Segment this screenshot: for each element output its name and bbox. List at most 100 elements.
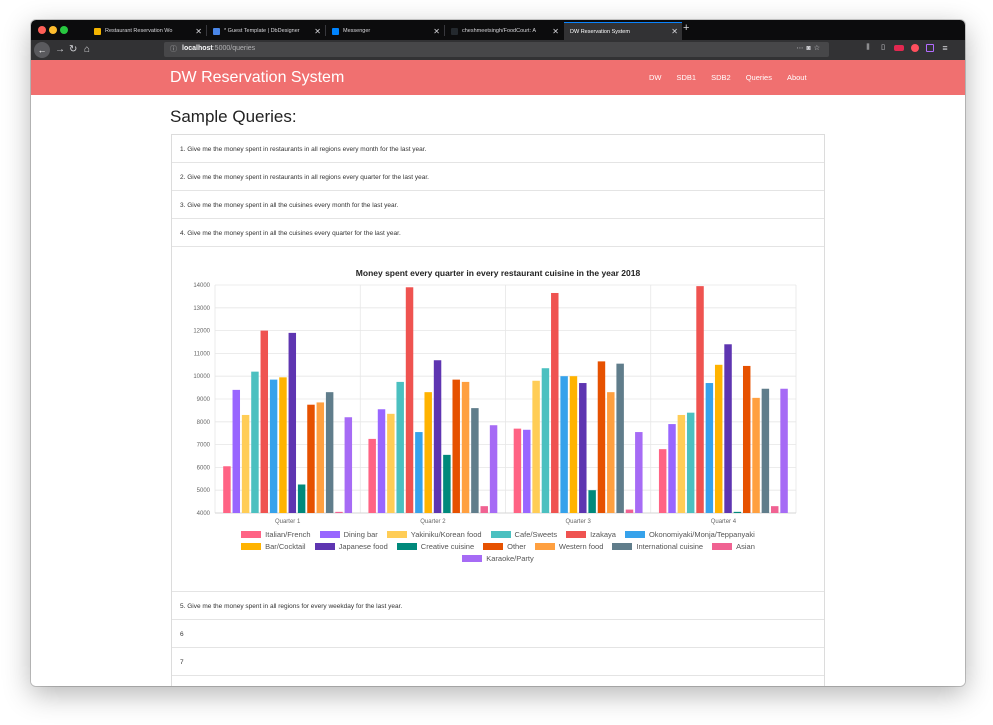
y-tick-label: 8000 [197, 420, 211, 426]
chart-bar [307, 404, 315, 513]
close-tab-icon[interactable]: ✕ [195, 26, 202, 36]
nav-link-dw[interactable]: DW [649, 73, 662, 82]
legend-item[interactable]: International cuisine [612, 542, 703, 551]
legend-swatch [462, 555, 483, 562]
legend-swatch [490, 531, 511, 538]
chart-bar [415, 432, 423, 513]
menu-icon[interactable]: ≡ [942, 43, 948, 53]
chart-bar [597, 361, 606, 513]
legend-item[interactable]: Other [483, 542, 526, 551]
legend-swatch [386, 531, 407, 538]
page-actions: ⋯◙☆ [796, 44, 823, 52]
legend-item[interactable]: Cafe/Sweets [490, 530, 557, 539]
reload-icon[interactable]: ↻ [69, 44, 78, 55]
favicon-icon [332, 27, 339, 35]
query-row[interactable]: 2. Give me the money spent in restaurant… [172, 163, 824, 191]
y-tick-label: 12000 [193, 329, 210, 335]
legend-item[interactable]: Japanese food [314, 542, 388, 551]
more-actions-icon[interactable]: ⋯ [796, 45, 807, 52]
query-row[interactable]: 5. Give me the money spent in all region… [172, 592, 824, 620]
legend-item[interactable]: Asian [712, 542, 755, 551]
chart-bar [588, 490, 596, 513]
library-icon[interactable]: ⫼ [866, 44, 870, 51]
chart-bar [489, 425, 498, 513]
legend-item[interactable]: Izakaya [566, 530, 616, 539]
close-tab-icon[interactable]: ✕ [433, 26, 440, 36]
chart-bar [551, 292, 559, 513]
query-row[interactable]: 4. Give me the money spent in all the cu… [172, 219, 824, 247]
y-tick-label: 9000 [197, 397, 211, 403]
y-tick-label: 10000 [193, 374, 210, 380]
close-window-button[interactable] [38, 26, 46, 34]
tab-label: Messenger [343, 28, 371, 34]
favicon-icon [94, 27, 101, 35]
chart-bar [424, 392, 432, 513]
chart-bar [686, 412, 695, 513]
nav-link-about[interactable]: About [786, 73, 807, 82]
chart-bar [742, 365, 751, 513]
browser-tab[interactable]: DW Reservation System ✕ [564, 22, 682, 40]
legend-item[interactable]: Okonomiyaki/Monja/Teppanyaki [624, 530, 755, 539]
chart-bar [560, 376, 568, 513]
minimize-window-button[interactable] [49, 26, 57, 34]
close-tab-icon[interactable]: ✕ [552, 26, 559, 36]
close-tab-icon[interactable]: ✕ [671, 27, 678, 36]
extension-purple-icon[interactable] [926, 44, 934, 52]
query-row[interactable]: 6 [172, 620, 824, 648]
new-tab-button[interactable]: + [683, 22, 690, 34]
legend-swatch [566, 531, 587, 538]
y-tick-label: 6000 [197, 465, 211, 471]
close-tab-icon[interactable]: ✕ [314, 26, 321, 36]
browser-tab[interactable]: Messenger ✕ [326, 22, 444, 40]
legend-item[interactable]: Yakiniku/Korean food [386, 530, 482, 539]
chart-bar [579, 383, 587, 513]
tab-separator [444, 25, 445, 36]
legend-item[interactable]: Karaoke/Party [462, 554, 534, 563]
sidebar-icon[interactable]: ▯ [881, 44, 885, 51]
query-row[interactable]: 1. Give me the money spent in restaurant… [172, 135, 824, 163]
chart-bar [316, 402, 325, 513]
chart-bar [288, 332, 297, 513]
query-row[interactable]: 3. Give me the money spent in all the cu… [172, 191, 824, 219]
tab-separator [325, 25, 326, 36]
forward-arrow-icon[interactable]: → [55, 44, 65, 55]
legend-swatch [624, 531, 645, 538]
main-nav: DW SDB1 SDB2 Queries About [649, 73, 807, 82]
home-icon[interactable]: ⌂ [84, 44, 91, 55]
chart-bar [405, 287, 414, 513]
info-icon[interactable]: ⓘ [170, 46, 177, 53]
brand-title[interactable]: DW Reservation System [170, 69, 345, 86]
nav-link-queries[interactable]: Queries [745, 73, 772, 82]
back-arrow-icon[interactable]: ← [34, 42, 50, 58]
toolbar-icons: ⫼ ▯ ≡ [864, 43, 949, 53]
chart-bar [770, 506, 779, 513]
chart-bar [761, 388, 770, 513]
legend-item[interactable]: Western food [534, 542, 603, 551]
url-bar[interactable]: ⓘ localhost:5000/queries ⋯◙☆ [164, 42, 829, 57]
extension-red-icon[interactable] [894, 45, 904, 51]
legend-item[interactable]: Creative cuisine [396, 542, 474, 551]
extension-shield-icon[interactable] [911, 44, 919, 52]
legend-item[interactable]: Dining bar [319, 530, 378, 539]
bookmark-star-icon[interactable]: ☆ [813, 45, 823, 52]
legend-swatch [396, 543, 417, 550]
nav-link-sdb1[interactable]: SDB1 [676, 73, 697, 82]
legend-item[interactable]: Italian/French [241, 530, 311, 539]
chart-bar [714, 364, 723, 513]
app-header: DW Reservation System DW SDB1 SDB2 Queries A… [31, 60, 965, 95]
query-row[interactable]: 7 [172, 648, 824, 676]
queries-list: Money spent every quarter in every resta… [171, 134, 825, 686]
chart-bar [752, 397, 760, 513]
legend-label: Okonomiyaki/Monja/Teppanyaki [648, 530, 755, 539]
y-tick-label: 4000 [197, 511, 211, 517]
pocket-icon[interactable]: ◙ [806, 45, 814, 52]
legend-item[interactable]: Bar/Cocktail [241, 542, 306, 551]
browser-tab[interactable]: Restaurant Reservation Wo ✕ [88, 22, 206, 40]
chart-bar [523, 429, 531, 513]
browser-tab[interactable]: cheshmeetsingh/FoodCourt: A ✕ [445, 22, 563, 40]
maximize-window-button[interactable] [60, 26, 68, 34]
browser-tab[interactable]: * Guest Template | DbDesigner ✕ [207, 22, 325, 40]
legend-swatch [712, 543, 733, 550]
nav-link-sdb2[interactable]: SDB2 [711, 73, 731, 82]
tab-label: Restaurant Reservation Wo [105, 28, 173, 34]
